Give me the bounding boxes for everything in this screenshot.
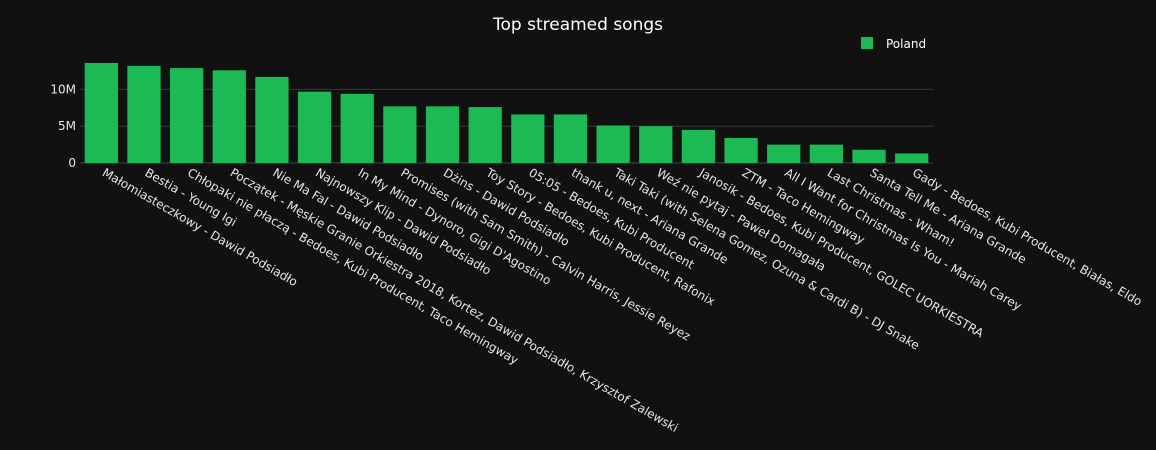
bar[interactable] [724, 137, 758, 163]
bar[interactable] [553, 114, 588, 163]
bars [84, 62, 929, 163]
bar[interactable] [383, 106, 417, 163]
bar[interactable] [340, 93, 374, 163]
chart-title: Top streamed songs [492, 15, 663, 35]
bar[interactable] [212, 70, 246, 163]
legend-swatch-poland[interactable] [861, 37, 873, 49]
x-axis: Małomiasteczkowy - Dawid PodsiadłoBestia… [100, 165, 1145, 435]
y-tick-label: 10M [50, 82, 76, 96]
bar[interactable] [255, 76, 289, 163]
y-tick-label: 5M [58, 119, 76, 133]
bar[interactable] [767, 144, 801, 163]
bar[interactable] [895, 153, 929, 163]
bar[interactable] [127, 65, 161, 163]
bar[interactable] [297, 91, 332, 163]
legend[interactable]: Poland [861, 37, 926, 51]
y-tick-label: 0 [68, 156, 76, 170]
bar[interactable] [809, 144, 844, 163]
bar[interactable] [425, 106, 460, 163]
bar[interactable] [681, 129, 716, 163]
gridlines [80, 88, 933, 164]
bar[interactable] [852, 149, 886, 163]
bar[interactable] [511, 114, 545, 163]
legend-label-poland[interactable]: Poland [886, 37, 926, 51]
bar[interactable] [596, 125, 630, 163]
bar[interactable] [639, 126, 673, 163]
bar[interactable] [468, 107, 502, 163]
y-axis: 0 5M 10M [50, 82, 76, 170]
bar[interactable] [169, 68, 204, 163]
bar[interactable] [84, 62, 118, 163]
